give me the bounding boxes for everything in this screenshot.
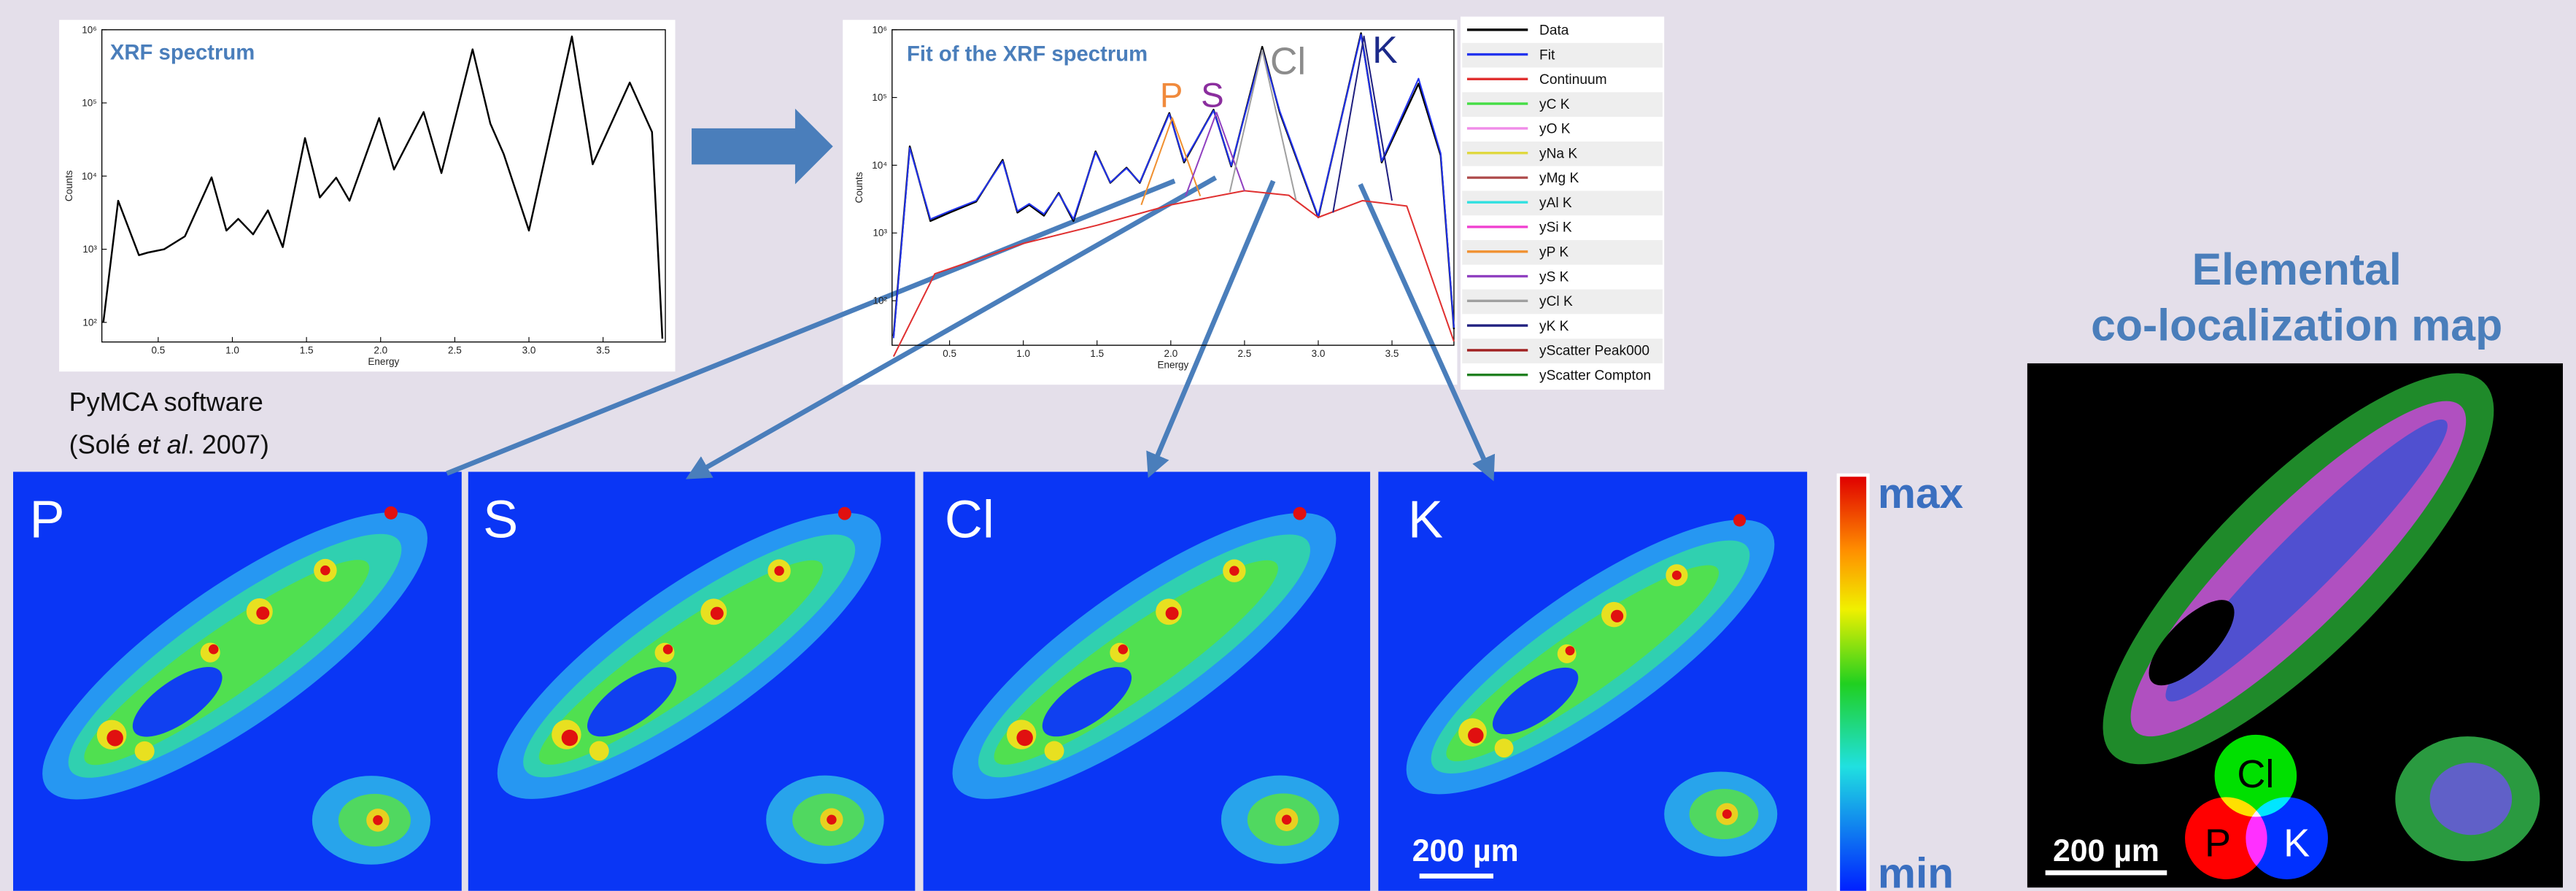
x-tick-label: 2.0: [1164, 348, 1177, 359]
x-tick-label: 1.0: [225, 344, 239, 355]
map-label: S: [483, 491, 518, 549]
venn-label: K: [2283, 821, 2310, 865]
legend-label: Data: [1539, 23, 1569, 39]
fit-title: Fit of the XRF spectrum: [907, 43, 1148, 66]
colorbar-min: min: [1878, 849, 1954, 891]
legend-label: yP K: [1539, 245, 1569, 261]
peak-label: Cl: [1270, 40, 1306, 82]
coloc-title: Elemental: [2192, 244, 2402, 294]
legend-label: yAl K: [1539, 196, 1572, 211]
legend-label: yC K: [1539, 97, 1570, 112]
x-tick-label: 1.0: [1016, 348, 1030, 359]
legend-label: yO K: [1539, 122, 1571, 137]
citation-part: et al: [138, 430, 188, 460]
peak-label: K: [1372, 28, 1398, 71]
y-axis-label: Counts: [63, 170, 74, 201]
legend-label: yCl K: [1539, 294, 1573, 309]
legend-label: yScatter Compton: [1539, 368, 1651, 383]
peak-label: S: [1201, 77, 1224, 115]
colorbar: [1840, 477, 1867, 891]
venn-label: Cl: [2237, 752, 2274, 796]
map-label: P: [30, 491, 65, 549]
scalebar-label: 200 µm: [2053, 833, 2159, 868]
spectrum-panel: [59, 20, 676, 372]
map-label: K: [1408, 491, 1443, 549]
citation-part: . 2007): [187, 430, 269, 460]
legend-label: yNa K: [1539, 146, 1577, 161]
series-line: [1332, 35, 1393, 213]
series-line: [892, 34, 1455, 339]
legend-label: Continuum: [1539, 72, 1607, 88]
y-tick-label: 10⁶: [82, 24, 97, 35]
series-line: [102, 35, 664, 339]
scalebar-label: 200 µm: [1412, 833, 1519, 868]
colorbar-max: max: [1878, 470, 1964, 517]
legend-label: yS K: [1539, 269, 1569, 285]
x-tick-label: 3.5: [596, 344, 610, 355]
y-tick-label: 10⁴: [82, 171, 97, 182]
x-tick-label: 0.5: [943, 348, 956, 359]
software-name: PyMCA software: [69, 387, 263, 417]
process-arrow: [692, 108, 833, 185]
x-tick-label: 3.5: [1385, 348, 1399, 359]
x-tick-label: 2.5: [448, 344, 462, 355]
y-tick-label: 10²: [82, 317, 97, 328]
x-tick-label: 2.0: [374, 344, 387, 355]
peak-label: P: [1160, 77, 1183, 115]
x-axis-label: Energy: [368, 356, 399, 367]
legend-label: Fit: [1539, 47, 1555, 63]
series-line: [1140, 117, 1202, 206]
connectors: [446, 175, 1496, 482]
y-tick-label: 10⁴: [872, 160, 887, 171]
legend-label: yScatter Peak000: [1539, 344, 1649, 359]
plot-frame: [101, 29, 666, 343]
legend-label: yMg K: [1539, 171, 1579, 186]
map-panel: S: [468, 471, 916, 891]
y-tick-label: 10⁵: [872, 92, 887, 103]
y-axis-label: Counts: [854, 171, 865, 203]
series-line: [1229, 49, 1297, 201]
citation-part: (Solé: [69, 430, 138, 460]
x-tick-label: 2.5: [1238, 348, 1252, 359]
x-tick-label: 1.5: [300, 344, 314, 355]
y-tick-label: 10²: [873, 296, 888, 306]
x-tick-label: 3.0: [1312, 348, 1326, 359]
series-line: [892, 190, 1455, 358]
venn: [2185, 734, 2328, 880]
y-tick-label: 10⁵: [82, 98, 97, 109]
series-line: [1185, 112, 1245, 197]
legend-label: ySi K: [1539, 220, 1572, 236]
x-tick-label: 3.0: [522, 344, 536, 355]
map-panel: K 200 µm: [1378, 471, 1808, 891]
map-panel: P: [13, 471, 462, 891]
x-tick-label: 0.5: [151, 344, 165, 355]
venn-label: P: [2205, 821, 2231, 865]
y-tick-label: 10⁶: [872, 24, 887, 35]
plot-frame: [891, 29, 1455, 346]
y-tick-label: 10³: [873, 228, 888, 239]
legend-label: yK K: [1539, 319, 1569, 334]
x-axis-label: Energy: [1157, 360, 1188, 371]
y-tick-label: 10³: [82, 244, 97, 255]
fit-panel: [843, 20, 1458, 385]
citation: (Solé et al. 2007): [69, 430, 269, 460]
map-panel: Cl: [923, 471, 1371, 891]
x-tick-label: 1.5: [1090, 348, 1104, 359]
map-label: Cl: [945, 491, 994, 549]
spectrum-title: XRF spectrum: [110, 41, 255, 64]
coloc-title: co-localization map: [2091, 300, 2502, 350]
